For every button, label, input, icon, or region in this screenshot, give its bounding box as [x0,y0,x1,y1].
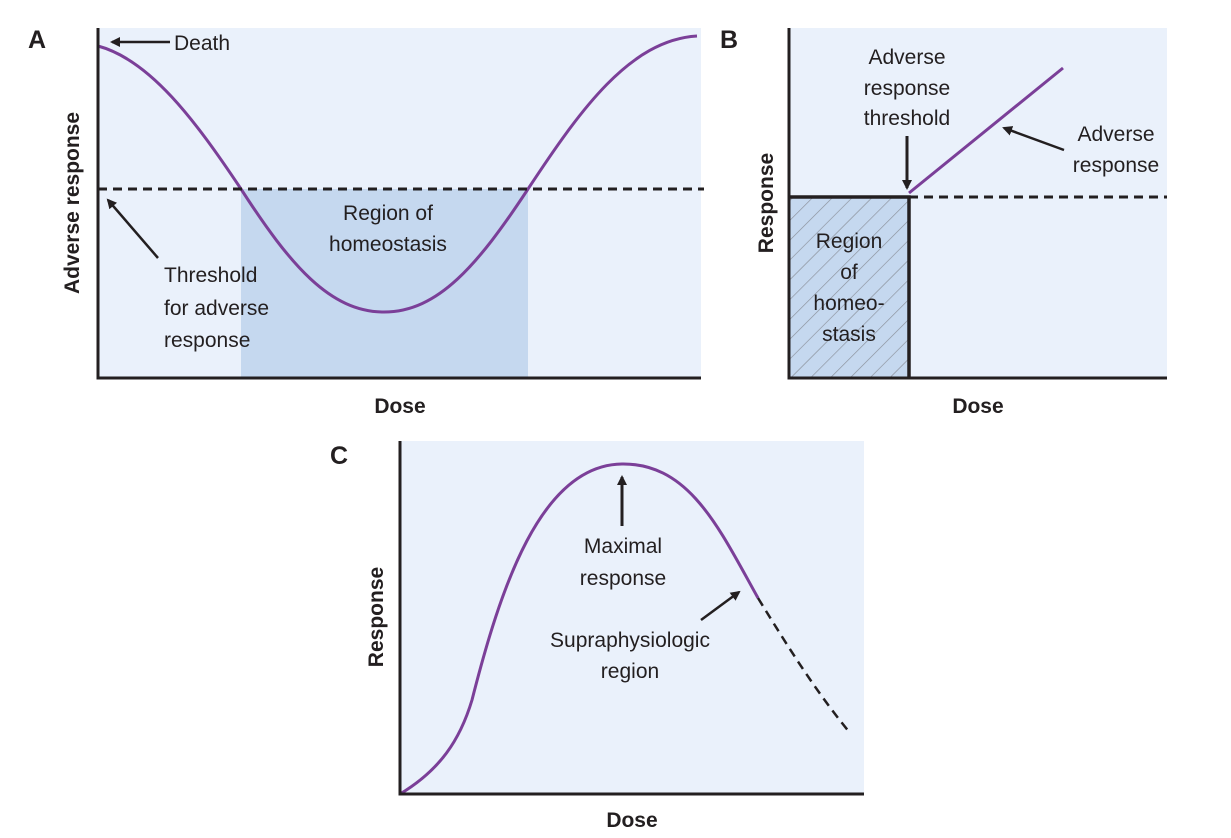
panel-b-region-label-line1: Region [816,230,883,253]
panel-b-threshold-label-line2: response [864,77,950,100]
panel-a-threshold-arrow [106,198,159,259]
panel-b-threshold-label-line3: threshold [864,107,950,130]
panel-c: C Maximal response Supraphysiologic regi… [330,441,864,832]
panel-a-y-axis-label: Adverse response [61,112,84,294]
panel-b: B Adverse response threshold Adverse res… [720,26,1167,418]
panel-c-letter: C [330,442,348,470]
panel-c-plot-background [400,441,864,794]
panel-c-supra-label-line2: region [601,660,659,683]
panel-c-axes [398,441,864,796]
panel-c-supra-label-line1: Supraphysiologic [550,629,710,652]
panel-c-x-axis-label: Dose [606,809,657,832]
panel-c-supraphysiologic-dashed-curve [756,597,851,734]
panel-c-maximal-label-line1: Maximal [584,535,662,558]
panel-a-letter: A [28,26,46,54]
panel-b-threshold-label-line1: Adverse [868,46,945,69]
panel-b-region-label-line4: stasis [822,323,876,346]
panel-a-homeostasis-region [241,189,528,378]
panel-a-region-label-line1: Region of [343,202,433,225]
panel-b-letter: B [720,26,738,54]
panel-a-threshold-label-line2: for adverse [164,297,269,320]
panel-a-death-label: Death [174,32,230,55]
panel-c-response-curve [399,462,760,796]
panel-a-region-label-line2: homeostasis [329,233,447,256]
panel-b-adverse-arrow [1002,126,1065,152]
panel-b-adverse-response-line [908,66,1064,195]
panel-a: A Death Threshold for adverse response R… [28,26,704,418]
panel-b-homeostasis-hatch [789,197,909,378]
panel-b-region-label-line3: homeo- [813,292,884,315]
panel-a-threshold-label-line3: response [164,329,250,352]
panel-a-axes [96,28,701,380]
panel-b-y-axis-label: Response [755,153,778,253]
panel-b-adverse-label-line2: response [1073,154,1159,177]
panel-b-adverse-label-line1: Adverse [1077,123,1154,146]
panel-b-x-axis-label: Dose [952,395,1003,418]
panel-a-threshold-label-line1: Threshold [164,264,257,287]
panel-b-axes [787,28,1167,380]
panel-c-y-axis-label: Response [365,567,388,667]
panel-a-x-axis-label: Dose [374,395,425,418]
panel-c-supra-arrow [700,590,741,622]
panel-a-response-curve [97,34,698,314]
panel-b-region-label-line2: of [840,261,858,284]
panel-c-maximal-label-line2: response [580,567,666,590]
